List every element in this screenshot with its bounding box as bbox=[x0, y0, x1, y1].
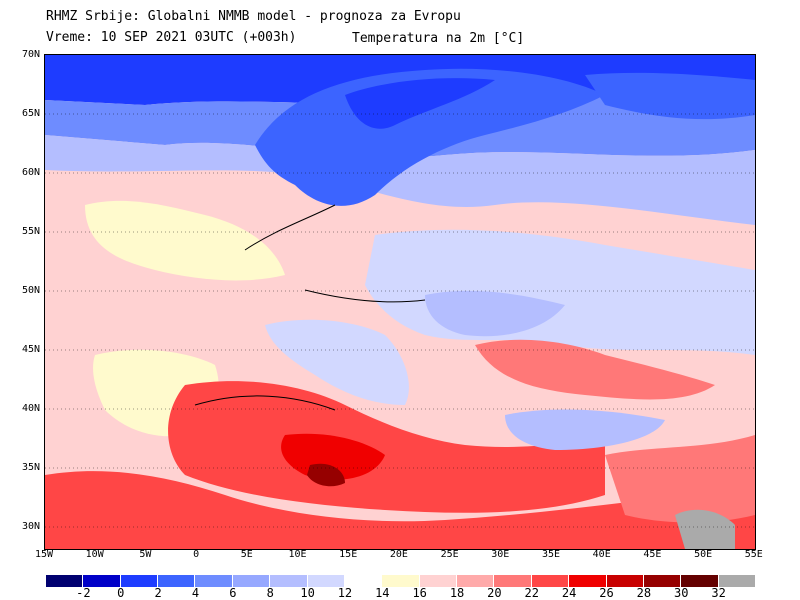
legend-swatch bbox=[232, 575, 270, 587]
legend-swatch bbox=[718, 575, 755, 587]
longitude-label: 10E bbox=[288, 549, 307, 560]
legend-label: 12 bbox=[337, 586, 353, 600]
legend-label: 16 bbox=[412, 586, 427, 600]
legend-swatch bbox=[419, 575, 457, 587]
temperature-map bbox=[44, 54, 756, 550]
legend-swatch bbox=[120, 575, 158, 587]
latitude-label: 55N bbox=[21, 226, 40, 237]
latitude-label: 30N bbox=[21, 521, 40, 532]
legend-swatch bbox=[158, 575, 195, 587]
legend-swatch bbox=[643, 575, 681, 587]
longitude-label: 50E bbox=[694, 549, 713, 560]
latitude-label: 70N bbox=[21, 49, 40, 60]
legend-label: 6 bbox=[229, 586, 237, 600]
longitude-label: 30E bbox=[491, 549, 510, 560]
legend-label: 18 bbox=[449, 586, 465, 600]
legend-swatch bbox=[382, 575, 419, 587]
legend-label: -2 bbox=[76, 586, 91, 600]
latitude-label: 40N bbox=[21, 403, 40, 414]
longitude-label: 10W bbox=[85, 549, 104, 560]
longitude-label: 5W bbox=[139, 549, 152, 560]
legend-swatch bbox=[606, 575, 643, 587]
latitude-label: 45N bbox=[21, 344, 40, 355]
legend-swatch bbox=[270, 575, 307, 587]
longitude-label: 15W bbox=[34, 549, 54, 560]
legend-swatch bbox=[531, 575, 569, 587]
map-title: RHMZ Srbije: Globalni NMMB model - progn… bbox=[46, 9, 461, 24]
longitude-label: 15E bbox=[339, 549, 358, 560]
legend-label: 0 bbox=[117, 586, 125, 600]
parameter-label: Temperatura na 2m [°C] bbox=[352, 31, 525, 46]
legend-label: 28 bbox=[636, 586, 652, 600]
longitude-label: 20E bbox=[389, 549, 408, 560]
legend-label: 24 bbox=[561, 586, 577, 600]
legend-swatch bbox=[457, 575, 494, 587]
legend-label: 4 bbox=[191, 586, 200, 600]
legend-swatch bbox=[195, 575, 232, 587]
legend-swatch bbox=[494, 575, 531, 587]
legend-label: 14 bbox=[375, 586, 390, 600]
legend-label: 2 bbox=[154, 586, 162, 600]
map-graphic bbox=[45, 55, 755, 549]
legend-label: 10 bbox=[300, 586, 315, 600]
legend-swatch bbox=[46, 575, 83, 587]
legend-label: 8 bbox=[266, 586, 274, 600]
longitude-label: 25E bbox=[440, 549, 459, 560]
legend-swatch bbox=[83, 575, 120, 587]
longitude-label: 45E bbox=[643, 549, 662, 560]
latitude-label: 50N bbox=[21, 285, 40, 296]
legend-label: 26 bbox=[599, 586, 614, 600]
forecast-time: Vreme: 10 SEP 2021 03UTC (+003h) bbox=[46, 30, 297, 45]
longitude-label: 55E bbox=[744, 549, 763, 560]
legend-swatch bbox=[307, 575, 344, 587]
longitude-label: 5E bbox=[240, 549, 253, 560]
legend-swatch bbox=[344, 575, 382, 587]
legend-swatch bbox=[569, 575, 606, 587]
legend-label: 30 bbox=[674, 586, 689, 600]
longitude-label: 0 bbox=[193, 549, 200, 560]
longitude-label: 35E bbox=[541, 549, 561, 560]
color-legend bbox=[46, 575, 756, 587]
longitude-label: 40E bbox=[592, 549, 611, 560]
legend-label: 22 bbox=[524, 586, 539, 600]
latitude-label: 35N bbox=[21, 462, 40, 473]
latitude-label: 65N bbox=[21, 108, 40, 119]
legend-label: 32 bbox=[711, 586, 726, 600]
latitude-label: 60N bbox=[21, 167, 40, 178]
legend-label: 20 bbox=[487, 586, 502, 600]
legend-swatch bbox=[681, 575, 718, 587]
